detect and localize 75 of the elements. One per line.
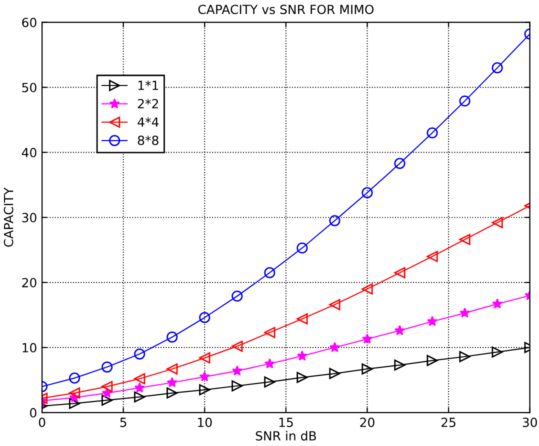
legend-label: 4*4 (138, 117, 159, 127)
point (69, 398, 80, 409)
point (459, 234, 470, 246)
legend-label: 2*2 (138, 98, 158, 108)
point (134, 348, 146, 360)
point (232, 365, 242, 376)
point (232, 340, 243, 352)
point (296, 372, 308, 383)
y-tick-label: 30 (22, 212, 36, 222)
point (199, 384, 210, 396)
point (264, 376, 276, 388)
point (232, 290, 243, 302)
point (69, 372, 80, 384)
point (166, 377, 178, 388)
point (492, 346, 503, 358)
point (394, 267, 406, 278)
y-tick-label: 60 (22, 18, 36, 28)
point (102, 361, 113, 373)
point (102, 380, 113, 392)
legend-label: 1*1 (138, 80, 158, 90)
point (362, 363, 373, 375)
point (264, 267, 276, 278)
point (362, 187, 373, 198)
x-tick-label: 5 (120, 418, 126, 428)
point (362, 283, 373, 295)
point (134, 373, 146, 384)
x-tick-label: 25 (442, 418, 456, 428)
point (329, 215, 340, 226)
y-tick-label: 10 (22, 342, 36, 352)
point (426, 127, 438, 138)
chart-title: CAPACITY vs SNR FOR MIMO (198, 4, 374, 14)
point (199, 371, 210, 382)
point (459, 95, 470, 107)
point (166, 363, 178, 375)
point (459, 351, 470, 362)
point (296, 313, 308, 324)
point (264, 326, 276, 338)
point (362, 333, 373, 344)
point (166, 332, 178, 343)
point (492, 217, 503, 228)
point (459, 307, 470, 318)
point (329, 368, 340, 380)
point (296, 242, 308, 254)
x-tick-label: 30 (522, 418, 537, 428)
point (426, 316, 438, 326)
point (69, 387, 80, 399)
point (264, 358, 275, 368)
y-axis-title: CAPACITY (4, 187, 14, 247)
y-tick-label: 50 (22, 82, 36, 92)
x-tick-label: 10 (198, 418, 212, 428)
point (329, 342, 340, 352)
point (426, 354, 438, 366)
x-axis-title: SNR in dB (256, 430, 316, 441)
point (134, 382, 145, 392)
x-tick-label: 20 (360, 418, 374, 428)
y-tick-label: 20 (22, 278, 36, 288)
x-tick-label: 15 (279, 418, 293, 428)
point (394, 158, 406, 169)
point (134, 391, 146, 402)
y-tick-label: 40 (22, 148, 36, 158)
point (394, 360, 406, 371)
point (102, 394, 113, 406)
point (394, 325, 406, 336)
point (199, 352, 210, 364)
point (296, 350, 308, 361)
point (426, 250, 438, 262)
x-tick-label: 0 (38, 418, 46, 428)
point (329, 299, 340, 310)
point (492, 62, 503, 74)
point (166, 387, 178, 399)
point (199, 312, 210, 324)
point (492, 298, 503, 309)
point (232, 380, 243, 392)
legend-label: 8*8 (138, 136, 158, 146)
y-tick-label: 0 (30, 408, 36, 418)
